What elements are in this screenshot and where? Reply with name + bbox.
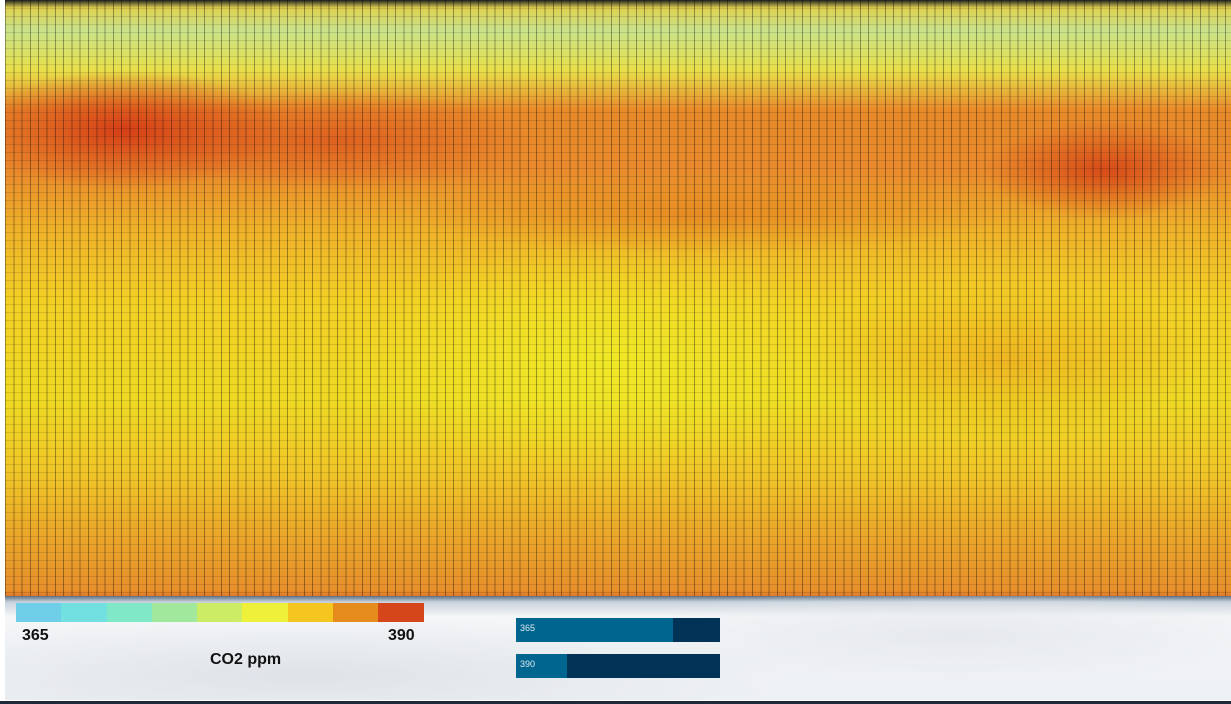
legend-swatch	[288, 603, 333, 622]
slider-label: 390	[520, 659, 535, 669]
slider[interactable]: 365	[516, 618, 720, 642]
legend-swatch	[333, 603, 378, 622]
legend-swatch	[152, 603, 197, 622]
legend-swatch	[242, 603, 287, 622]
slider-label: 365	[520, 623, 535, 633]
legend-swatch	[107, 603, 152, 622]
legend-swatch	[61, 603, 106, 622]
legend-max: 390	[388, 627, 415, 645]
slider[interactable]: 390	[516, 654, 720, 678]
page: {"legend": {"colors": ["#6fcfe8", "#72df…	[0, 0, 1231, 704]
map-grid	[5, 0, 1231, 596]
legend-min: 365	[22, 627, 49, 645]
legend-colorbar	[16, 603, 424, 622]
legend-swatch	[378, 603, 423, 622]
slider-fill	[516, 618, 673, 642]
legend-swatch	[197, 603, 242, 622]
legend-title: CO2 ppm	[210, 651, 281, 669]
legend-swatch	[16, 603, 61, 622]
